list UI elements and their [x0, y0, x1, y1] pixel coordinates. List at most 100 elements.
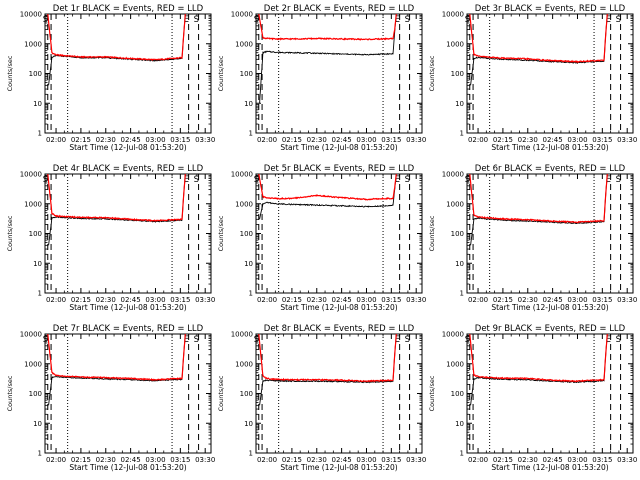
series-lld-line — [258, 13, 397, 41]
time-marker-label: S — [254, 15, 259, 25]
series-lld-line — [469, 173, 608, 224]
x-axis-label: Start Time (12-Jul-08 01:53:20) — [491, 463, 608, 472]
y-axis-label: Counts/sec — [428, 215, 436, 251]
x-tick-label: 03:30 — [406, 136, 426, 144]
x-tick-label: 02:00 — [257, 296, 277, 304]
y-tick-label: 1 — [38, 130, 42, 138]
x-tick-label: 03:00 — [567, 296, 587, 304]
plot-frame — [44, 333, 212, 454]
x-tick-label: 03:15 — [170, 136, 190, 144]
x-tick-label: 02:15 — [493, 456, 513, 464]
time-marker-label: S — [405, 335, 410, 345]
series-events-line — [259, 333, 397, 406]
y-tick-label: 100 — [240, 390, 253, 398]
x-tick-label: 03:15 — [381, 296, 401, 304]
series-events-line — [470, 173, 608, 246]
x-tick-label: 02:00 — [46, 456, 66, 464]
series-events-line — [48, 13, 186, 86]
x-tick-label: 02:45 — [121, 136, 141, 144]
y-axis-label: Counts/sec — [217, 375, 225, 411]
time-marker-label: S — [465, 15, 470, 25]
y-tick-label: 10000 — [231, 331, 253, 339]
x-tick-label: 02:00 — [46, 136, 66, 144]
time-marker-label: S — [194, 175, 199, 185]
x-axis-label: Start Time (12-Jul-08 01:53:20) — [280, 143, 397, 152]
time-marker-label: S — [616, 335, 621, 345]
time-marker-label: S — [616, 15, 621, 25]
x-tick-label: 02:30 — [96, 456, 116, 464]
y-tick-label: 10000 — [231, 11, 253, 19]
y-tick-label: 10 — [33, 100, 42, 108]
x-tick-label: 03:00 — [356, 136, 376, 144]
y-tick-label: 1000 — [24, 200, 42, 208]
x-tick-label: 02:15 — [493, 136, 513, 144]
x-tick-label: 03:30 — [195, 136, 215, 144]
x-tick-label: 03:00 — [145, 136, 165, 144]
y-tick-label: 1000 — [235, 40, 253, 48]
x-tick-label: 03:00 — [567, 136, 587, 144]
x-tick-label: 02:30 — [307, 456, 327, 464]
y-tick-label: 1000 — [446, 40, 464, 48]
y-tick-label: 1 — [38, 290, 42, 298]
time-marker-label: S — [465, 175, 470, 185]
time-marker-label: S — [43, 335, 48, 345]
y-tick-label: 10000 — [20, 331, 42, 339]
time-marker-label: S — [254, 175, 259, 185]
x-tick-label: 02:15 — [71, 136, 91, 144]
y-tick-label: 10 — [455, 100, 464, 108]
x-tick-label: 02:00 — [468, 136, 488, 144]
y-tick-label: 10 — [33, 260, 42, 268]
x-tick-label: 02:00 — [468, 456, 488, 464]
y-tick-label: 10 — [244, 420, 253, 428]
y-axis-label: Counts/sec — [6, 55, 14, 91]
x-tick-label: 02:15 — [282, 296, 302, 304]
time-marker-label: E — [606, 175, 611, 185]
x-tick-label: 02:30 — [307, 296, 327, 304]
time-marker-label: E — [184, 175, 189, 185]
time-marker-label: E — [606, 15, 611, 25]
series-events-line — [470, 333, 608, 406]
time-marker-label: S — [405, 15, 410, 25]
series-events-line — [259, 173, 397, 220]
y-tick-label: 100 — [29, 230, 42, 238]
x-axis-label: Start Time (12-Jul-08 01:53:20) — [69, 143, 186, 152]
time-marker-label: E — [606, 335, 611, 345]
y-tick-label: 1 — [249, 130, 253, 138]
y-axis-label: Counts/sec — [6, 375, 14, 411]
x-axis-label: Start Time (12-Jul-08 01:53:20) — [69, 463, 186, 472]
x-tick-label: 03:30 — [617, 456, 637, 464]
series-events-line — [259, 13, 397, 104]
x-tick-label: 03:15 — [592, 136, 612, 144]
plot-frame — [44, 13, 212, 134]
x-tick-label: 03:00 — [567, 456, 587, 464]
x-tick-label: 02:15 — [282, 456, 302, 464]
x-tick-label: 02:00 — [257, 136, 277, 144]
series-events-line — [470, 13, 608, 86]
x-tick-label: 02:45 — [543, 296, 563, 304]
x-tick-label: 02:30 — [96, 296, 116, 304]
chart-title: Det 3r BLACK = Events, RED = LLD — [475, 4, 626, 14]
x-tick-label: 02:45 — [332, 456, 352, 464]
time-marker-label: S — [194, 15, 199, 25]
y-tick-label: 10000 — [20, 171, 42, 179]
x-axis-label: Start Time (12-Jul-08 01:53:20) — [280, 463, 397, 472]
y-tick-label: 10000 — [20, 11, 42, 19]
chart-title: Det 1r BLACK = Events, RED = LLD — [53, 4, 204, 14]
series-lld-line — [47, 13, 186, 62]
x-tick-label: 02:45 — [543, 456, 563, 464]
y-tick-label: 100 — [29, 70, 42, 78]
y-axis-label: Counts/sec — [428, 55, 436, 91]
x-tick-label: 03:00 — [145, 456, 165, 464]
x-tick-label: 02:30 — [518, 296, 538, 304]
y-tick-label: 1000 — [446, 360, 464, 368]
y-axis-label: Counts/sec — [217, 215, 225, 251]
x-tick-label: 03:30 — [195, 296, 215, 304]
y-tick-label: 10 — [244, 100, 253, 108]
plot-frame — [466, 333, 634, 454]
y-tick-label: 100 — [240, 70, 253, 78]
x-tick-label: 03:30 — [617, 296, 637, 304]
